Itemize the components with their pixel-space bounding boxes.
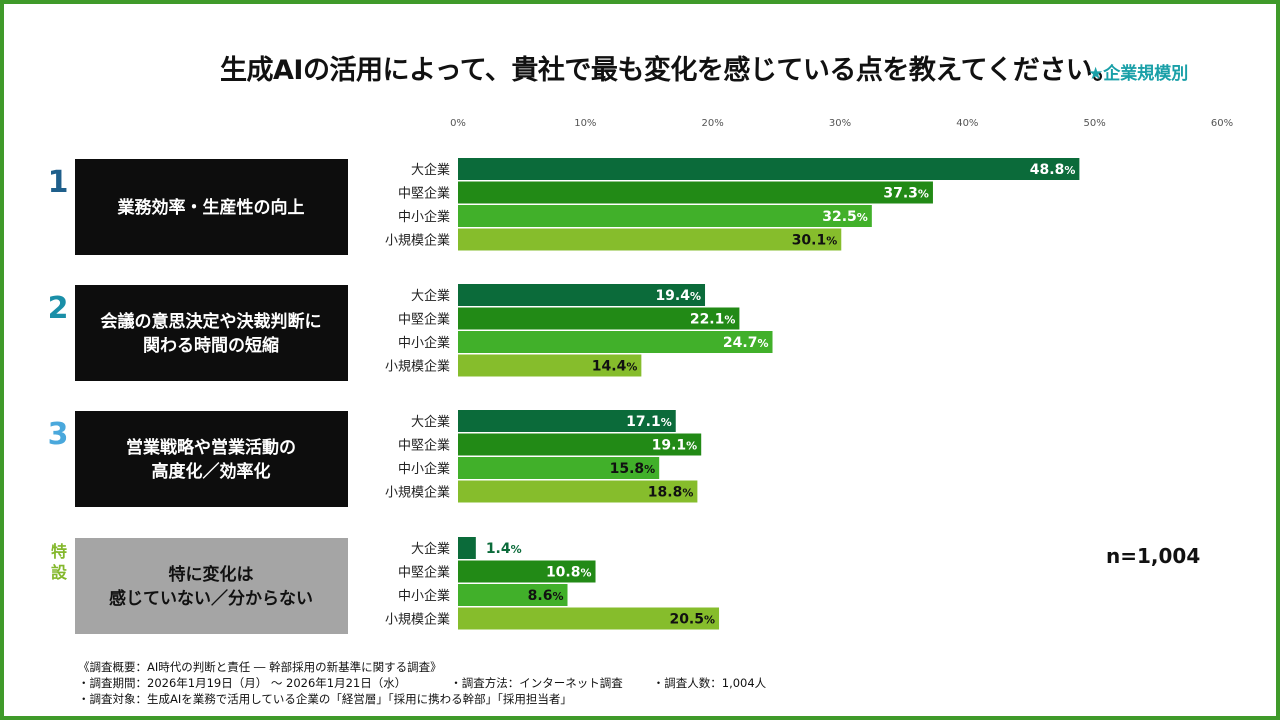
segment-label: 小規模企業 bbox=[385, 359, 450, 375]
bar bbox=[458, 284, 706, 306]
item-label-text: 業務効率・生産性の向上 bbox=[118, 197, 305, 218]
bar bbox=[458, 607, 720, 630]
footnote-period: ・調査期間：2026年1月19日（月） 〜 2026年1月21日（水） bbox=[78, 676, 407, 690]
bar bbox=[458, 410, 676, 432]
segment-label: 中小企業 bbox=[398, 209, 450, 225]
data-label: 1.4% bbox=[486, 541, 522, 557]
segment-label: 中堅企業 bbox=[398, 438, 450, 454]
item-label-text: 関わる時間の短縮 bbox=[143, 335, 279, 356]
segment-label: 中小企業 bbox=[398, 461, 450, 477]
segment-label: 小規模企業 bbox=[385, 233, 450, 249]
footnote-method: ・調査方法：インターネット調査 bbox=[450, 676, 623, 690]
segment-label: 大企業 bbox=[411, 162, 450, 178]
data-label: 19.4% bbox=[655, 288, 701, 304]
data-label: 8.6% bbox=[528, 588, 564, 604]
bar bbox=[458, 331, 773, 353]
rank-number: 2 bbox=[48, 291, 69, 326]
segment-label: 大企業 bbox=[411, 541, 450, 557]
data-label: 19.1% bbox=[652, 438, 698, 454]
data-label: 24.7% bbox=[723, 335, 769, 351]
item-label-text: 高度化／効率化 bbox=[152, 461, 271, 482]
bar bbox=[458, 584, 568, 606]
item-label-text: 営業戦略や営業活動の bbox=[126, 437, 296, 458]
bar bbox=[458, 181, 933, 204]
x-tick-label: 20% bbox=[702, 118, 724, 129]
x-tick-label: 50% bbox=[1084, 118, 1106, 129]
x-tick-label: 0% bbox=[450, 118, 466, 129]
segment-label: 中堅企業 bbox=[398, 565, 450, 581]
data-label: 14.4% bbox=[592, 359, 638, 375]
segment-label: 大企業 bbox=[411, 414, 450, 430]
chart-title: 生成AIの活用によって、貴社で最も変化を感じている点を教えてください。 bbox=[220, 55, 1119, 86]
segment-label: 中小企業 bbox=[398, 335, 450, 351]
item-label-text: 感じていない／分からない bbox=[109, 588, 313, 609]
item-label-box bbox=[75, 159, 348, 255]
x-tick-label: 40% bbox=[956, 118, 978, 129]
data-label: 15.8% bbox=[610, 461, 656, 477]
bar bbox=[458, 560, 596, 583]
data-label: 20.5% bbox=[669, 612, 715, 628]
item-label-box bbox=[75, 538, 348, 634]
item-label-box bbox=[75, 285, 348, 381]
footnote-respondents: ・調査人数：1,004人 bbox=[652, 676, 767, 690]
segment-label: 中小企業 bbox=[398, 588, 450, 604]
item-label-text: 会議の意思決定や決裁判断に bbox=[101, 311, 322, 332]
data-label: 48.8% bbox=[1030, 162, 1076, 178]
bar bbox=[458, 433, 702, 456]
segment-label: 中堅企業 bbox=[398, 312, 450, 328]
bar bbox=[458, 537, 476, 559]
rank-number: 3 bbox=[48, 417, 69, 452]
data-label: 17.1% bbox=[626, 414, 672, 430]
bar bbox=[458, 457, 660, 479]
bar bbox=[458, 158, 1080, 180]
segment-label: 小規模企業 bbox=[385, 612, 450, 628]
footnote-line-overview: 《調査概要：AI時代の判断と責任 ― 幹部採用の新基準に関する調査》 bbox=[78, 660, 442, 674]
x-tick-label: 30% bbox=[829, 118, 851, 129]
segment-label: 小規模企業 bbox=[385, 485, 450, 501]
x-tick-label: 60% bbox=[1211, 118, 1233, 129]
bar bbox=[458, 307, 740, 330]
rank-special-char: 設 bbox=[51, 563, 68, 582]
bar bbox=[458, 228, 842, 251]
segment-label: 中堅企業 bbox=[398, 186, 450, 202]
data-label: 22.1% bbox=[690, 312, 736, 328]
chart-subtitle: ★企業規模別 bbox=[1088, 64, 1189, 84]
sample-size-label: n=1,004 bbox=[1106, 544, 1201, 568]
segment-label: 大企業 bbox=[411, 288, 450, 304]
bar bbox=[458, 205, 872, 227]
item-label-box bbox=[75, 411, 348, 507]
data-label: 10.8% bbox=[546, 565, 592, 581]
data-label: 30.1% bbox=[792, 233, 838, 249]
rank-number: 1 bbox=[48, 165, 69, 200]
bar bbox=[458, 354, 642, 377]
data-label: 18.8% bbox=[648, 485, 694, 501]
data-label: 32.5% bbox=[822, 209, 868, 225]
x-tick-label: 10% bbox=[574, 118, 596, 129]
data-label: 37.3% bbox=[883, 186, 929, 202]
item-label-text: 特に変化は bbox=[169, 564, 254, 585]
footnote-line-target: ・調査対象：生成AIを業務で活用している企業の「経営層」「採用に携わる幹部」「採… bbox=[78, 692, 572, 706]
survey-footnote: 《調査概要：AI時代の判断と責任 ― 幹部採用の新基準に関する調査》 ・調査期間… bbox=[78, 659, 766, 707]
bar bbox=[458, 480, 698, 503]
rank-special-char: 特 bbox=[51, 542, 67, 561]
footnote-line-period-method: ・調査期間：2026年1月19日（月） 〜 2026年1月21日（水） ・調査方法… bbox=[78, 675, 766, 691]
